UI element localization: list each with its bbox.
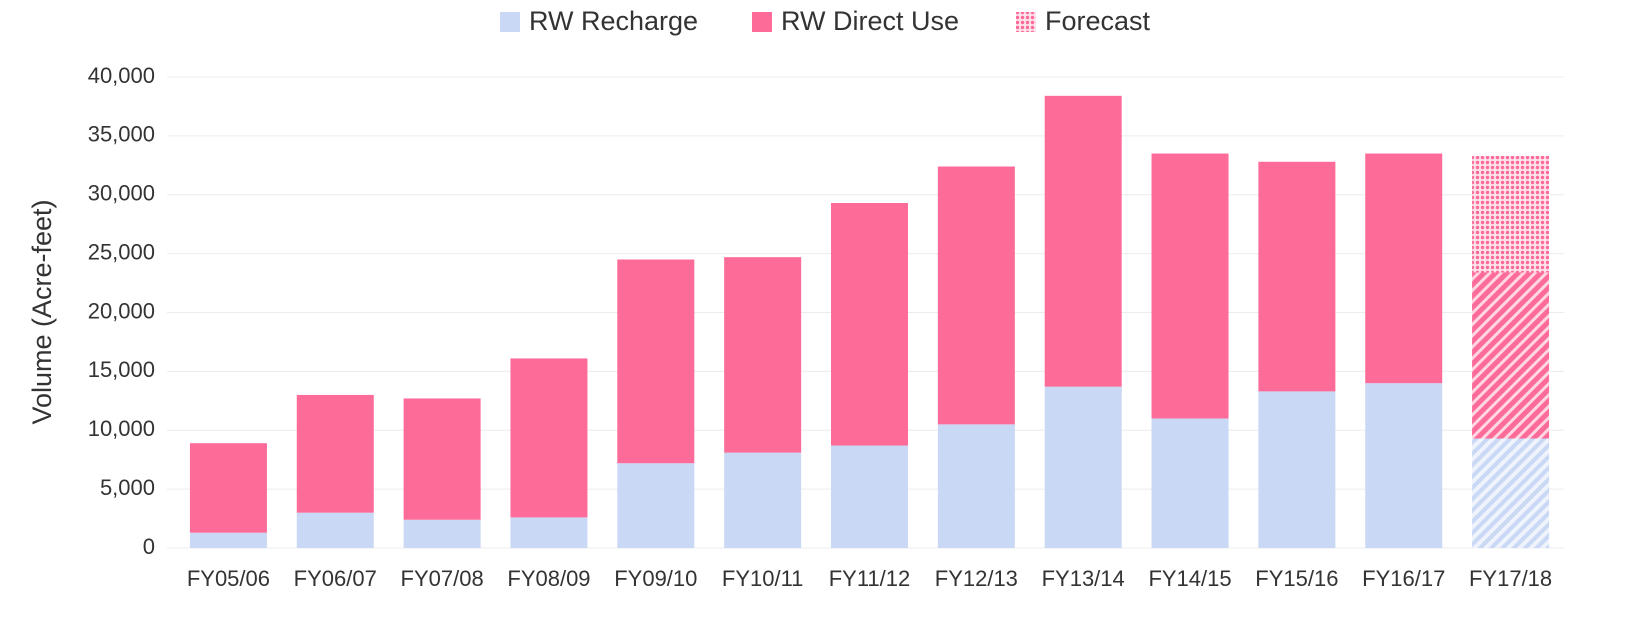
y-axis-label: Volume (Acre-feet) bbox=[27, 199, 57, 424]
bar-segment bbox=[724, 257, 802, 453]
x-tick-label: FY17/18 bbox=[1469, 566, 1552, 591]
x-tick-label: FY11/12 bbox=[829, 566, 911, 591]
bar-segment bbox=[403, 519, 481, 548]
bar-segment bbox=[1044, 95, 1122, 387]
y-tick-label: 40,000 bbox=[88, 63, 155, 88]
bar-segment bbox=[617, 463, 695, 548]
legend-label: RW Recharge bbox=[529, 6, 698, 36]
x-tick-label: FY09/10 bbox=[614, 566, 697, 591]
x-tick-label: FY07/08 bbox=[401, 566, 484, 591]
y-tick-label: 35,000 bbox=[88, 122, 155, 147]
legend-swatch bbox=[752, 12, 772, 32]
bar-segment bbox=[296, 394, 374, 513]
bar-segment bbox=[1151, 418, 1229, 548]
y-tick-label: 30,000 bbox=[88, 181, 155, 206]
x-tick-label: FY05/06 bbox=[187, 566, 270, 591]
y-tick-label: 0 bbox=[143, 534, 155, 559]
bar-segment bbox=[831, 202, 908, 446]
bar-segment bbox=[937, 166, 1015, 425]
bar-segment bbox=[1472, 272, 1550, 439]
bar-segment bbox=[1365, 153, 1443, 384]
y-tick-label: 15,000 bbox=[88, 357, 155, 382]
bar-segment bbox=[510, 517, 588, 548]
legend-swatch bbox=[1016, 12, 1036, 32]
x-tick-label: FY14/15 bbox=[1148, 566, 1231, 591]
legend-swatch bbox=[500, 12, 520, 32]
bar-segment bbox=[1258, 161, 1336, 392]
x-tick-label: FY12/13 bbox=[935, 566, 1018, 591]
bar-segment bbox=[937, 424, 1015, 548]
bar-segment bbox=[1472, 155, 1550, 273]
x-tick-label: FY16/17 bbox=[1362, 566, 1445, 591]
bar-segment bbox=[1365, 383, 1443, 548]
bar-segment bbox=[831, 445, 908, 548]
x-tick-label: FY06/07 bbox=[294, 566, 377, 591]
bar-segment bbox=[510, 358, 588, 518]
y-tick-label: 5,000 bbox=[100, 475, 155, 500]
bar-segment bbox=[1258, 391, 1336, 548]
x-tick-label: FY08/09 bbox=[507, 566, 590, 591]
x-tick-label: FY15/16 bbox=[1255, 566, 1338, 591]
legend-label: Forecast bbox=[1045, 6, 1151, 36]
bar-segment bbox=[403, 398, 481, 520]
bar-segment bbox=[724, 452, 802, 548]
bar-segment bbox=[189, 443, 267, 533]
bar-segment bbox=[1151, 153, 1229, 419]
y-tick-label: 20,000 bbox=[88, 298, 155, 323]
y-tick-label: 10,000 bbox=[88, 416, 155, 441]
bar-segment bbox=[1044, 386, 1122, 548]
bar-segment bbox=[1472, 438, 1550, 548]
bar-segment bbox=[189, 532, 267, 548]
legend-label: RW Direct Use bbox=[781, 6, 959, 36]
y-tick-label: 25,000 bbox=[88, 239, 155, 264]
x-tick-label: FY10/11 bbox=[722, 566, 804, 591]
x-tick-label: FY13/14 bbox=[1042, 566, 1125, 591]
bar-segment bbox=[296, 512, 374, 548]
bar-segment bbox=[617, 259, 695, 464]
